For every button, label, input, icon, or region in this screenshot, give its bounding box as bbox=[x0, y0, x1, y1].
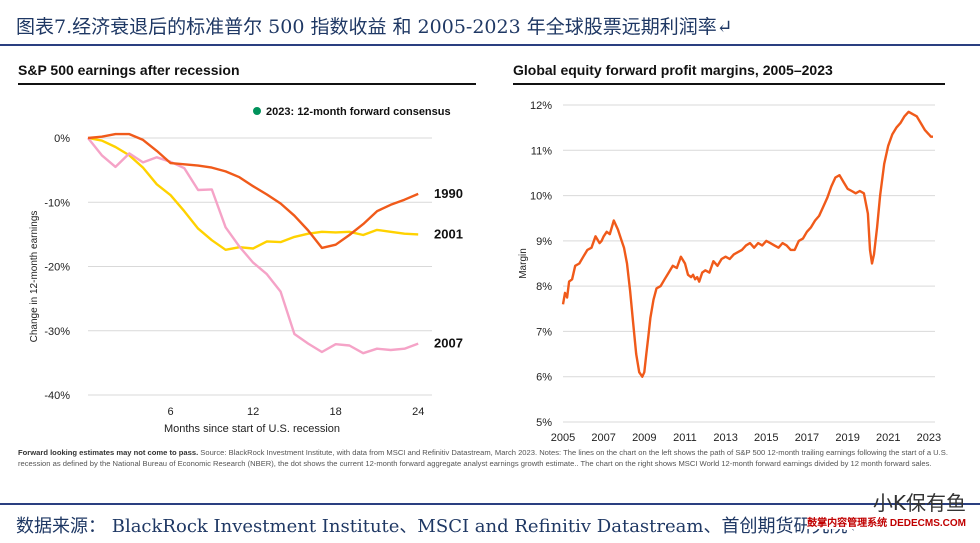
watermark-name: 小K保有鱼 bbox=[872, 491, 966, 515]
y-tick-label: 10% bbox=[530, 191, 552, 203]
figure-title: 图表7.经济衰退后的标准普尔 500 指数收益 和 2005-2023 年全球股… bbox=[16, 16, 733, 38]
series-line-2001 bbox=[87, 136, 419, 252]
y-tick-label: -40% bbox=[44, 390, 70, 402]
y-tick-label: -20% bbox=[44, 262, 70, 274]
header-rule bbox=[0, 44, 980, 46]
series-line-margin bbox=[561, 110, 933, 378]
y-tick-label: 0% bbox=[54, 133, 70, 145]
data-source: 数据来源： BlackRock Investment Institute、MSC… bbox=[16, 516, 863, 537]
legend-label: 2023: 12-month forward consensus bbox=[266, 106, 451, 118]
left-chart: 0% -10% -20% -30% -40% 6 12 18 24 Months since st… bbox=[29, 106, 463, 435]
left-chart-title: S&P 500 earnings after recession bbox=[18, 62, 240, 78]
y-tick-label: 12% bbox=[530, 100, 552, 112]
y-tick-label: 6% bbox=[536, 372, 552, 384]
x-tick-label: 6 bbox=[167, 406, 173, 418]
left-chart-title-rule bbox=[18, 83, 476, 85]
x-tick-label: 2013 bbox=[713, 432, 737, 444]
y-tick-label: -30% bbox=[44, 326, 70, 338]
y-tick-label: 8% bbox=[536, 281, 552, 293]
y-tick-label: -10% bbox=[44, 197, 70, 209]
notes-disclaimer: Forward looking estimates may not come t… bbox=[18, 448, 199, 457]
watermark-site: 鼓掌内容管理系统 DEDECMS.COM bbox=[807, 514, 966, 529]
x-tick-label: 12 bbox=[247, 406, 259, 418]
x-tick-label: 24 bbox=[412, 406, 424, 418]
x-tick-label: 2009 bbox=[632, 432, 656, 444]
y-tick-label: 5% bbox=[536, 417, 552, 429]
y-tick-label: 11% bbox=[531, 145, 552, 157]
x-tick-label: 2021 bbox=[876, 432, 900, 444]
legend-marker bbox=[253, 107, 261, 115]
notes-source-text: Source: BlackRock Investment Institute, … bbox=[18, 448, 948, 468]
x-tick-label: 2015 bbox=[754, 432, 778, 444]
x-tick-label: 18 bbox=[330, 406, 342, 418]
y-tick-label: 7% bbox=[536, 326, 552, 338]
series-line-1990 bbox=[87, 132, 419, 250]
x-axis-label: Months since start of U.S. recession bbox=[164, 423, 340, 435]
y-axis-label: Change in 12-month earnings bbox=[29, 211, 40, 343]
right-chart-title-rule bbox=[513, 83, 945, 85]
right-chart: 5% 6% 7% 8% 9% 10% 11% 12% 2005 2007 2009 2011 2013 2… bbox=[518, 100, 941, 444]
x-tick-label: 2007 bbox=[591, 432, 615, 444]
footer-rule bbox=[0, 503, 980, 505]
series-label-2007: 2007 bbox=[434, 336, 463, 351]
right-chart-title: Global equity forward profit margins, 20… bbox=[513, 62, 833, 78]
series-label-2001: 2001 bbox=[434, 226, 463, 241]
x-tick-label: 2017 bbox=[795, 432, 819, 444]
watermark: 小K保有鱼 鼓掌内容管理系统 DEDECMS.COM bbox=[807, 487, 966, 529]
y-tick-label: 9% bbox=[536, 236, 552, 248]
x-tick-label: 2005 bbox=[551, 432, 575, 444]
x-tick-label: 2023 bbox=[917, 432, 941, 444]
series-label-1990: 1990 bbox=[434, 186, 463, 201]
x-tick-label: 2011 bbox=[673, 432, 697, 444]
report-header: 图表7.经济衰退后的标准普尔 500 指数收益 和 2005-2023 年全球股… bbox=[0, 0, 980, 46]
y-axis-label: Margin bbox=[518, 248, 529, 279]
x-tick-label: 2019 bbox=[835, 432, 859, 444]
chart-notes: Forward looking estimates may not come t… bbox=[18, 447, 968, 469]
series-line-2007 bbox=[87, 137, 419, 355]
